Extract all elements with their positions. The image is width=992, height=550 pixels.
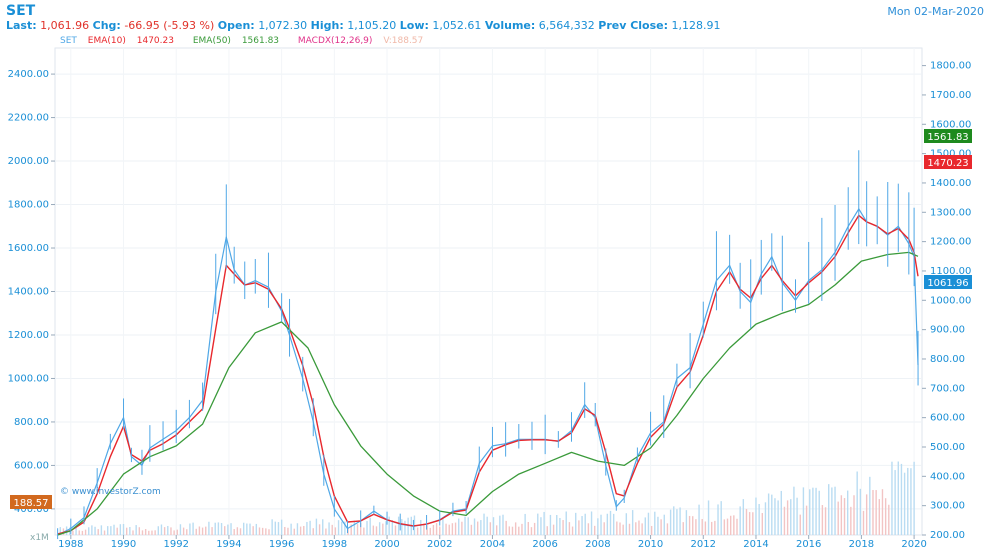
open-label: Open: [217,19,255,32]
legend-macdx: MACDX(12,26,9) [297,36,373,46]
price-stats: Last: 1,061.96 Chg: -66.95 (-5.93 %) Ope… [6,19,721,32]
x-tick-label: 1988 [58,539,83,550]
low-label: Low: [399,19,429,32]
last-value-badge: 1061.96 [927,278,968,289]
right-tick-label: 1600.00 [930,119,971,130]
low-value: 1,052.61 [432,19,482,32]
chart-lines [57,150,919,540]
left-tick-label: 2000.00 [8,156,49,167]
prev-close-label: Prev Close: [598,19,669,32]
volume-bars [59,461,915,535]
x-tick-label: 2002 [427,539,452,550]
x-tick-label: 2016 [796,539,821,550]
chg-label: Chg: [92,19,121,32]
x-tick-label: 2004 [480,539,505,550]
left-tick-label: 1600.00 [8,243,49,254]
left-tick-label: 2400.00 [8,69,49,80]
left-tick-label: 1000.00 [8,373,49,384]
last-value-badge-bg [924,275,972,289]
legend-set: SET [60,36,77,46]
volume-value: 6,564,332 [538,19,595,32]
x-tick-label: 2012 [691,539,716,550]
x-tick-label: 1992 [163,539,188,550]
right-tick-label: 1300.00 [930,207,971,218]
high-value: 1,105.20 [347,19,397,32]
symbol-title: SET [6,3,36,19]
legend-ema50-value: 1561.83 [241,36,280,46]
right-tick-label: 400.00 [930,471,965,482]
left-tick-label: 600.00 [14,460,49,471]
right-tick-label: 900.00 [930,325,965,336]
right-tick-label: 1000.00 [930,295,971,306]
volume-value-badge: 188.57 [14,498,49,509]
legend-volume: V:188.57 [383,36,424,46]
ema10-value-badge-bg [924,155,972,169]
right-tick-label: 300.00 [930,501,965,512]
left-tick-label: 2200.00 [8,113,49,124]
legend-ema10: EMA(10) [87,36,126,46]
x-tick-label: 1998 [322,539,347,550]
right-tick-label: 600.00 [930,413,965,424]
chart-grid [54,47,923,536]
chart-date: Mon 02-Mar-2020 [887,5,984,18]
value-badges: 188.57 1561.83 1470.23 1061.96 x1M [10,129,972,543]
x-tick-label: 1994 [216,539,241,550]
right-tick-label: 200.00 [930,530,965,541]
right-tick-label: 1800.00 [930,61,971,72]
volume-value-badge-bg [10,495,52,509]
x-tick-label: 2000 [374,539,399,550]
left-tick-label: 400.00 [14,504,49,515]
right-tick-label: 500.00 [930,442,965,453]
x-tick-label: 2014 [743,539,768,550]
right-tick-label: 1100.00 [930,266,971,277]
left-tick-label: 1800.00 [8,200,49,211]
last-value: 1,061.96 [40,19,90,32]
chart-axes: 400.00600.00800.001000.001200.001400.001… [8,61,972,550]
x-tick-label: 2008 [585,539,610,550]
right-tick-label: 700.00 [930,383,965,394]
volume-label: Volume: [484,19,536,32]
indicator-legend: SET EMA(10) 1470.23 EMA(50) 1561.83 MACD… [60,36,431,46]
x-tick-label: 2010 [638,539,663,550]
right-tick-label: 800.00 [930,354,965,365]
left-tick-label: 1200.00 [8,330,49,341]
last-label: Last: [6,19,37,32]
left-tick-label: 1400.00 [8,287,49,298]
x-tick-label: 2020 [901,539,926,550]
left-tick-label: 800.00 [14,417,49,428]
ema50-value-badge: 1561.83 [927,132,968,143]
series-set [57,208,919,536]
legend-ema50: EMA(50) [192,36,231,46]
prev-close-value: 1,128.91 [671,19,721,32]
x-tick-label: 1990 [111,539,136,550]
right-tick-label: 1200.00 [930,237,971,248]
right-tick-label: 1400.00 [930,178,971,189]
volume-unit-label: x1M [30,533,49,543]
open-value: 1,072.30 [258,19,308,32]
chart-header: SET Mon 02-Mar-2020 Last: 1,061.96 Chg: … [0,0,992,50]
right-tick-label: 1700.00 [930,90,971,101]
high-label: High: [310,19,344,32]
series-ema-10- [57,214,919,535]
right-tick-label: 1500.00 [930,149,971,160]
x-tick-label: 2006 [532,539,557,550]
legend-ema10-value: 1470.23 [136,36,174,46]
ema10-value-badge: 1470.23 [927,158,968,169]
x-tick-label: 2018 [849,539,874,550]
x-tick-label: 1996 [269,539,294,550]
series-ema-50- [57,251,919,536]
chg-value: -66.95 (-5.93 %) [124,19,215,32]
watermark-text: © www.investorZ.com [60,487,161,497]
ema50-value-badge-bg [924,129,972,143]
